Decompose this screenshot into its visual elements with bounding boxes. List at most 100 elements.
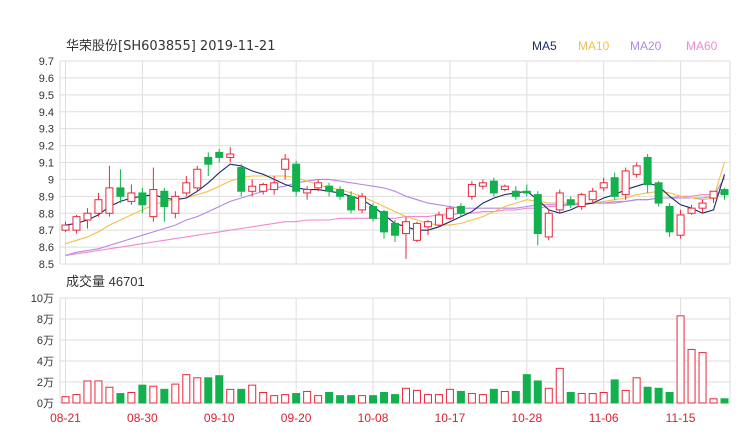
volume-bar bbox=[105, 386, 114, 404]
price-tick-label: 9.4 bbox=[39, 107, 54, 119]
price-tick-label: 8.8 bbox=[39, 208, 54, 220]
candle-up bbox=[698, 202, 707, 209]
candle-up bbox=[555, 192, 564, 211]
price-tick-label: 8.6 bbox=[39, 242, 54, 254]
date-tick-label: 08-30 bbox=[127, 411, 158, 425]
candle-up bbox=[599, 182, 608, 189]
volume-bar bbox=[445, 388, 454, 404]
volume-bar bbox=[434, 394, 443, 404]
candle-up bbox=[83, 212, 92, 221]
price-panel: 华荣股份[SH603855] 2019-11-21 MA5 MA10 MA20 … bbox=[39, 39, 729, 271]
legend-ma5: MA5 bbox=[532, 39, 557, 53]
volume-bar bbox=[380, 392, 389, 404]
candle-down bbox=[720, 189, 729, 196]
date-tick-label: 10-08 bbox=[358, 411, 389, 425]
candle-up bbox=[171, 195, 180, 214]
price-tick-label: 9.3 bbox=[39, 124, 54, 136]
candle-down bbox=[138, 192, 147, 206]
date-tick-label: 09-20 bbox=[281, 411, 312, 425]
volume-bar bbox=[610, 379, 619, 404]
candle-down bbox=[456, 205, 465, 214]
volume-bar bbox=[270, 395, 279, 404]
candle-down bbox=[643, 156, 652, 185]
volume-bar bbox=[467, 393, 476, 404]
ma60-line bbox=[65, 190, 725, 257]
price-tick-label: 9.6 bbox=[39, 73, 54, 85]
candle-up bbox=[577, 194, 586, 207]
candle-up bbox=[127, 192, 136, 202]
candle-down bbox=[237, 167, 246, 192]
volume-bar bbox=[665, 392, 674, 404]
volume-bar bbox=[61, 396, 70, 404]
volume-bar bbox=[215, 375, 224, 404]
candle-up bbox=[270, 182, 279, 191]
candle-up bbox=[314, 182, 323, 189]
candle-down bbox=[489, 180, 498, 194]
candle-down bbox=[391, 222, 399, 236]
ma20-line bbox=[65, 177, 725, 257]
volume-bar bbox=[204, 377, 213, 404]
candle-up bbox=[709, 190, 718, 199]
volume-bar bbox=[577, 393, 586, 404]
date-tick-label: 09-10 bbox=[204, 411, 235, 425]
candle-up bbox=[621, 170, 630, 196]
candle-up bbox=[401, 221, 410, 235]
volume-bar bbox=[687, 348, 696, 404]
candle-up bbox=[500, 185, 509, 191]
candle-up bbox=[687, 207, 696, 214]
candle-down bbox=[654, 182, 663, 204]
volume-bar bbox=[522, 374, 531, 404]
volume-bar bbox=[248, 384, 257, 404]
candle-up bbox=[182, 182, 191, 194]
volume-bar bbox=[632, 377, 641, 404]
candle-down bbox=[347, 195, 356, 211]
candle-up bbox=[676, 214, 685, 236]
candles bbox=[61, 147, 729, 259]
date-tick-label: 10-17 bbox=[435, 411, 466, 425]
candle-down bbox=[533, 194, 542, 235]
date-tick-label: 10-28 bbox=[511, 411, 542, 425]
candle-up bbox=[544, 212, 553, 238]
price-y-axis: 9.7 9.6 9.5 9.4 9.3 9.2 9.1 9 8.9 8.8 8.7 8.6 8.5 bbox=[39, 56, 54, 271]
volume-bar bbox=[391, 394, 399, 404]
date-tick-label: 11-06 bbox=[589, 411, 619, 425]
volume-bar bbox=[226, 388, 235, 404]
candle-down bbox=[522, 190, 531, 194]
candle-up bbox=[226, 153, 235, 158]
volume-bar bbox=[533, 380, 542, 404]
volume-bar bbox=[72, 394, 81, 404]
volume-bar bbox=[489, 388, 498, 404]
volume-title: 成交量 46701 bbox=[66, 274, 145, 289]
candle-up bbox=[149, 189, 158, 218]
volume-bar bbox=[83, 380, 92, 404]
date-tick-label: 08-21 bbox=[50, 411, 81, 425]
price-tick-label: 9.5 bbox=[39, 90, 54, 102]
price-tick-label: 9 bbox=[48, 174, 54, 186]
volume-y-axis: 10万 8万 6万 4万 2万 0万 bbox=[31, 293, 54, 410]
volume-bar bbox=[709, 398, 718, 404]
candle-up bbox=[632, 165, 641, 175]
legend-ma60: MA60 bbox=[686, 39, 718, 53]
legend-ma10: MA10 bbox=[578, 39, 610, 53]
volume-bar bbox=[676, 315, 685, 404]
volume-bar bbox=[116, 393, 125, 404]
candle-down bbox=[336, 189, 345, 197]
ma-legend: MA5 MA10 MA20 MA60 bbox=[532, 39, 718, 53]
candle-down bbox=[369, 205, 378, 219]
candle-up bbox=[445, 207, 454, 219]
volume-bar bbox=[303, 390, 312, 404]
volume-bar bbox=[160, 388, 169, 404]
volume-bar bbox=[171, 383, 180, 404]
volume-bar bbox=[314, 395, 323, 404]
volume-bar bbox=[369, 395, 378, 404]
volume-bar bbox=[555, 367, 564, 404]
date-axis: 08-21 08-30 09-10 09-20 10-08 10-17 10-28 11-06… bbox=[50, 411, 696, 425]
candle-down bbox=[610, 177, 619, 197]
volume-bar bbox=[500, 390, 509, 404]
candle-down bbox=[511, 190, 520, 197]
volume-tick-label: 0万 bbox=[37, 398, 54, 410]
candle-up bbox=[423, 221, 432, 228]
candle-up bbox=[467, 183, 476, 197]
price-tick-label: 9.1 bbox=[39, 158, 54, 170]
candle-up bbox=[105, 187, 114, 214]
